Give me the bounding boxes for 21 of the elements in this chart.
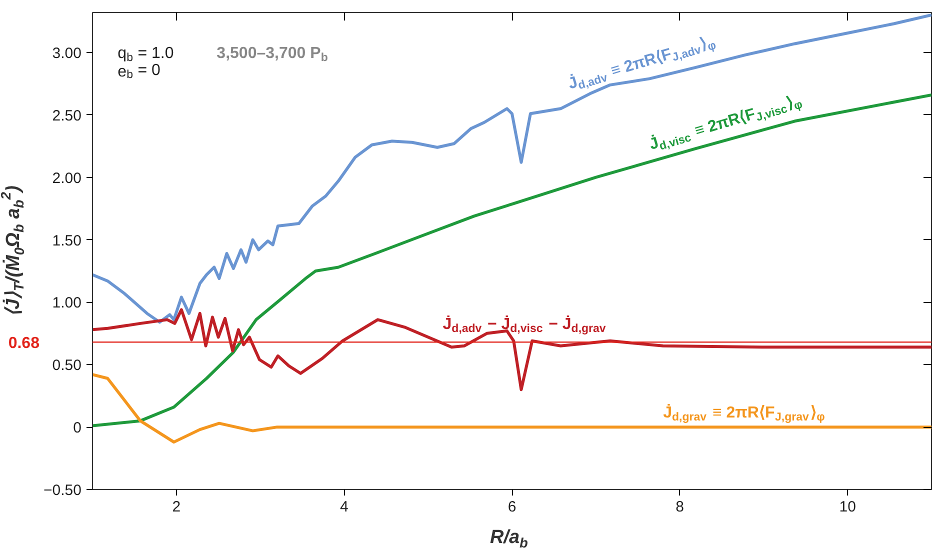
text: ⟨J̇⟩T/(Ṁ0Ωb ab2)	[0, 185, 27, 317]
line-series	[92, 373, 932, 444]
x-tick-label: 10	[839, 498, 856, 516]
text: J̇d,visc ≡ 2πR⟨FJ,visc⟩φ	[647, 94, 804, 154]
y-tick-label: −0.50	[44, 482, 82, 499]
line-series	[92, 93, 932, 428]
y-tick-label: 2.00	[52, 170, 82, 187]
x-tick-label: 4	[340, 498, 348, 516]
y-tick-label: 1.50	[52, 232, 82, 250]
y-tick-label: 1.00	[52, 294, 82, 312]
y-tick-label: 3.00	[52, 44, 82, 62]
text: J̇d,adv ≡ 2πR⟨FJ,adv⟩φ	[566, 35, 718, 93]
ref-line-label: 0.68	[8, 335, 40, 352]
y-tick-label: 0.50	[52, 357, 82, 374]
y-tick-label: 0	[73, 420, 82, 437]
line-series	[92, 308, 932, 392]
annotation: eb = 0	[118, 62, 160, 82]
x-tick-label: 2	[172, 498, 181, 516]
y-tick-label: 2.50	[52, 107, 82, 124]
x-tick-label: 8	[676, 498, 684, 516]
x-tick-label: 6	[508, 498, 516, 516]
